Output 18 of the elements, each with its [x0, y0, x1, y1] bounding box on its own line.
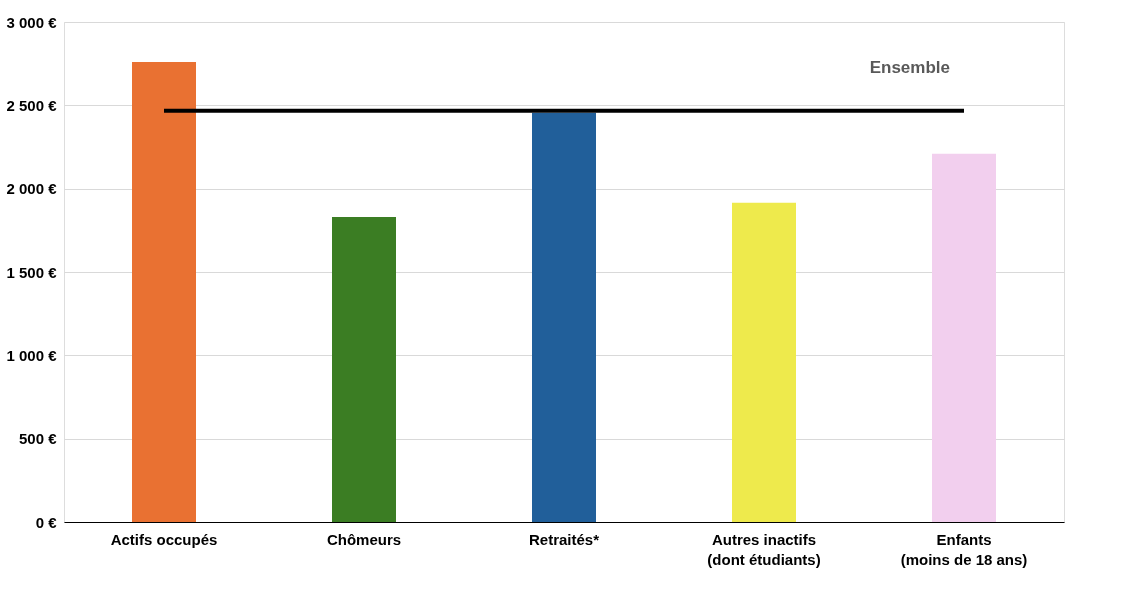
y-tick-label: 0 € [35, 513, 58, 531]
bar [532, 112, 596, 522]
y-tick-label: 2 000 € [6, 180, 58, 198]
bar [132, 62, 196, 522]
ref-line-label: Ensemble [869, 57, 950, 77]
bar [932, 153, 996, 522]
y-tick-label: 3 000 € [6, 13, 58, 31]
x-tick-label: Chômeurs [326, 530, 402, 548]
x-tick-label: Retraités* [528, 530, 600, 548]
x-tick-label: Autres inactifs (dont étudiants) [707, 530, 821, 568]
x-tick-label: Actifs occupés [110, 530, 218, 548]
y-tick-label: 2 500 € [6, 96, 58, 114]
y-tick-label: 1 000 € [6, 346, 58, 364]
bar [732, 202, 796, 522]
y-tick-label: 500 € [18, 430, 58, 448]
y-tick-label: 1 500 € [6, 263, 58, 281]
x-tick-label: Enfants (moins de 18 ans) [900, 530, 1028, 568]
bar [332, 217, 396, 522]
